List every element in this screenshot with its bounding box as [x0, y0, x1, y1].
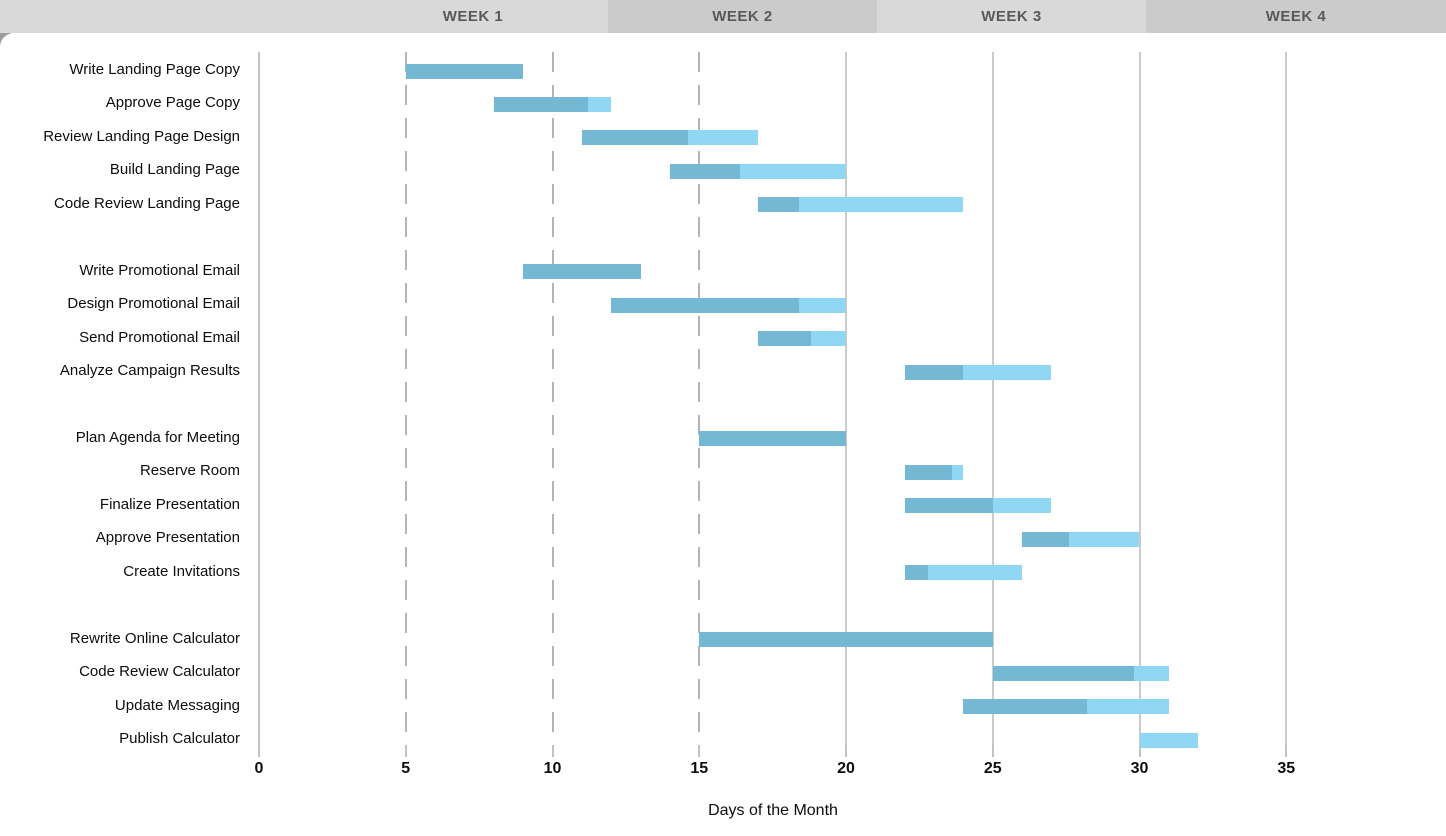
gantt-bar: [963, 699, 1169, 715]
task-label: Build Landing Page: [109, 161, 240, 179]
task-label: Create Invitations: [123, 562, 240, 580]
gridline-dashed: [551, 52, 554, 745]
gantt-bar: [757, 331, 846, 347]
gantt-bar-complete: [611, 297, 800, 313]
gridline-solid: [845, 52, 847, 745]
task-label: Approve Page Copy: [105, 94, 240, 112]
gridline-solid: [1285, 52, 1288, 745]
gantt-bar: [1139, 732, 1199, 748]
axis-tick: [991, 745, 994, 757]
gantt-bar: [904, 464, 964, 480]
task-label: Send Promotional Email: [79, 328, 240, 346]
week-label: WEEK 4: [1265, 8, 1327, 25]
gantt-bar: [581, 130, 758, 146]
week-label: WEEK 1: [442, 8, 504, 25]
task-label: Plan Agenda for Meeting: [75, 428, 240, 446]
gantt-bar-complete: [699, 632, 993, 648]
gantt-bar-complete: [963, 699, 1087, 715]
axis-tick-label: 0: [254, 760, 264, 777]
gantt-bar: [1022, 531, 1140, 547]
task-label: Code Review Calculator: [79, 663, 240, 681]
gantt-bar-complete: [904, 565, 929, 581]
gridline-dashed: [698, 52, 701, 745]
gridline-solid: [991, 52, 994, 745]
task-label: Code Review Landing Page: [54, 194, 240, 212]
task-label: Update Messaging: [114, 696, 240, 714]
week-label: WEEK 2: [712, 8, 773, 25]
gantt-bar: [757, 197, 964, 213]
axis-tick-label: 10: [543, 760, 562, 777]
gantt-bar-complete: [904, 364, 964, 380]
task-label: Write Landing Page Copy: [69, 61, 240, 78]
gantt-bar: [669, 163, 846, 179]
axis-line: [258, 52, 260, 745]
gantt-bar-complete: [669, 163, 741, 179]
gridline-dashed: [404, 52, 407, 745]
gantt-bar-complete: [493, 96, 588, 112]
task-label: Design Promotional Email: [67, 295, 240, 313]
task-label: Approve Presentation: [95, 529, 240, 547]
gantt-bar-complete: [1022, 531, 1070, 547]
axis-tick: [1285, 745, 1288, 757]
gridline-solid: [1138, 52, 1141, 745]
week-band: WEEK 1: [0, 0, 608, 33]
gantt-bar: [992, 665, 1169, 681]
axis-tick-label: 5: [401, 760, 411, 777]
gantt-bar-complete: [699, 431, 846, 447]
task-label: Analyze Campaign Results: [59, 362, 240, 380]
axis-tick-label: 35: [1277, 760, 1296, 777]
week-band: WEEK 3: [877, 0, 1146, 33]
gantt-bar-complete: [904, 498, 993, 514]
gantt-bar-complete: [992, 665, 1134, 681]
gantt-bar-complete: [523, 264, 641, 280]
task-label: Review Landing Page Design: [43, 127, 240, 145]
gantt-bar-complete: [581, 130, 688, 146]
gantt-bar: [493, 96, 612, 112]
axis-tick: [258, 745, 260, 757]
gantt-bar: [904, 364, 1052, 380]
gantt-bar: [904, 498, 1052, 514]
gantt-bar-complete: [405, 63, 524, 79]
axis-tick-label: 15: [690, 760, 709, 777]
task-label: Reserve Room: [139, 462, 240, 480]
task-label: Finalize Presentation: [99, 495, 240, 513]
axis-tick-label: 25: [983, 760, 1002, 777]
gantt-bar-complete: [757, 197, 800, 213]
axis-tick: [698, 745, 701, 757]
axis-tick-label: 20: [837, 760, 855, 777]
gantt-bar: [699, 431, 846, 447]
x-axis-title: Days of the Month: [708, 802, 838, 819]
task-label: Rewrite Online Calculator: [69, 629, 240, 647]
task-label: Publish Calculator: [119, 730, 240, 747]
gantt-bar-complete: [904, 464, 952, 480]
gantt-bar: [611, 297, 846, 313]
task-label: Write Promotional Email: [79, 261, 240, 279]
gantt-bar: [523, 264, 641, 280]
axis-tick: [404, 745, 407, 757]
axis-tick: [1138, 745, 1141, 757]
axis-tick: [845, 745, 847, 757]
axis-tick-label: 30: [1130, 760, 1149, 777]
gantt-bar-complete: [757, 331, 811, 347]
week-band: WEEK 4: [1146, 0, 1446, 33]
axis-tick: [551, 745, 554, 757]
gantt-bar: [904, 565, 1023, 581]
week-band: WEEK 2: [608, 0, 877, 33]
gantt-bar: [405, 63, 524, 79]
week-label: WEEK 3: [981, 8, 1042, 25]
gantt-bar: [699, 632, 993, 648]
